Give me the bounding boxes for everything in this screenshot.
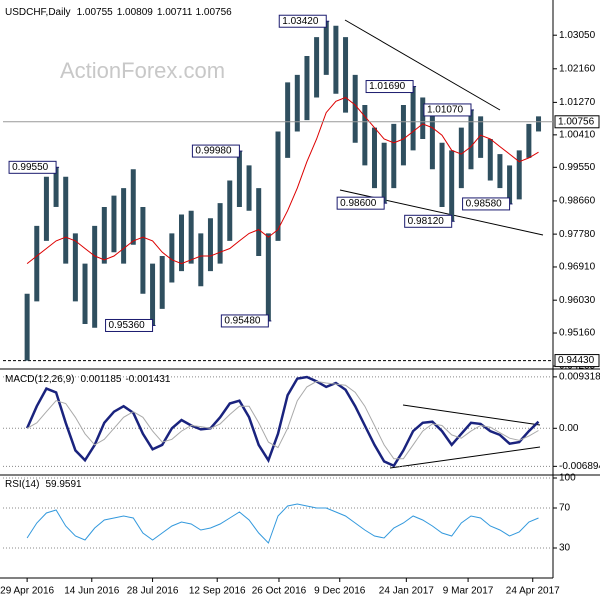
y-tick-label: 0.97780: [559, 229, 596, 240]
y-tick-label: 1.02160: [559, 63, 596, 74]
header-value: 1.00711: [157, 7, 193, 18]
x-tick-label: 14 Jun 2016: [64, 586, 119, 597]
annotation-label: 0.98600: [340, 198, 377, 209]
panel-title: MACD(12,26,9) 0.001185 -0.001431: [5, 374, 171, 385]
trendline: [402, 404, 541, 426]
line: [26, 380, 539, 460]
y-tick-label: 0.96030: [559, 295, 596, 306]
trendline: [344, 19, 501, 111]
annotation-box: [365, 80, 414, 94]
y-tick-label: 0.98660: [559, 196, 596, 207]
title: MACD(12,26,9): [5, 374, 74, 385]
annotation-box: [220, 314, 269, 328]
annotation-label: 1.03420: [282, 16, 319, 27]
watermark: ActionForex.com: [60, 58, 225, 83]
title: RSI(14): [5, 479, 39, 490]
x-tick-label: 9 Dec 2016: [314, 586, 366, 597]
y-tick-label: 0.95160: [559, 328, 596, 339]
y-tick-label: 0.009318: [559, 372, 600, 383]
header-value: -0.001431: [125, 374, 170, 385]
level-label: 0.94430: [558, 355, 595, 366]
y-tick-label: 0.00: [559, 423, 579, 434]
panel-title: USDCHF,Daily 1.00755 1.00809 1.00711 1.00756: [5, 7, 232, 18]
x-tick-label: 9 Mar 2017: [443, 586, 494, 597]
y-tick-label: 100: [559, 473, 576, 484]
x-tick-label: 29 Apr 2016: [0, 586, 54, 597]
annotation-label: 0.99980: [195, 146, 232, 157]
annotation-label: 0.98120: [408, 216, 445, 227]
line: [26, 503, 539, 544]
price-box: [554, 115, 600, 129]
annotation-label: 0.95480: [224, 316, 261, 327]
title: USDCHF,Daily: [5, 7, 71, 18]
annotation-label: 0.95360: [109, 320, 146, 331]
annotation-label: 1.01070: [427, 105, 464, 116]
x-tick-label: 24 Apr 2017: [506, 586, 560, 597]
x-tick-label: 12 Sep 2016: [189, 586, 246, 597]
x-tick-label: 28 Jul 2016: [127, 586, 179, 597]
header-value: 1.00755: [77, 7, 114, 18]
x-tick-label: 26 Oct 2016: [252, 586, 307, 597]
annotation-label: 0.99550: [12, 162, 49, 173]
x-tick-label: 24 Jan 2017: [379, 586, 434, 597]
annotation-box: [191, 144, 240, 158]
header-value: 1.00756: [196, 7, 233, 18]
trendline: [389, 446, 541, 469]
annotation-box: [105, 318, 154, 332]
level-box: [554, 354, 600, 368]
y-tick-label: 1.03050: [559, 30, 596, 41]
annotation-box: [423, 103, 472, 117]
annotation-label: 1.01690: [369, 81, 406, 92]
annotation-box: [8, 160, 57, 174]
line: [25, 375, 540, 468]
y-tick-label: 70: [559, 503, 571, 514]
price-label: 1.00756: [558, 116, 595, 127]
annotation-box: [336, 196, 385, 210]
y-tick-label: -0.006894: [559, 461, 600, 472]
line: [26, 96, 539, 265]
y-tick-label: 1.00410: [559, 129, 596, 140]
panel-title: RSI(14) 59.9591: [5, 479, 82, 490]
y-tick-label: 0.99550: [559, 162, 596, 173]
header-value: 0.001185: [80, 374, 121, 385]
annotation-box: [404, 214, 453, 228]
y-tick-label: 1.01270: [559, 97, 596, 108]
annotation-label: 0.98580: [466, 199, 503, 210]
header-value: 59.9591: [45, 479, 82, 490]
header-value: 1.00809: [117, 7, 154, 18]
annotation-box: [278, 14, 327, 28]
y-tick-label: 0.96910: [559, 262, 596, 273]
annotation-box: [462, 197, 511, 211]
y-tick-label: 30: [559, 543, 571, 554]
